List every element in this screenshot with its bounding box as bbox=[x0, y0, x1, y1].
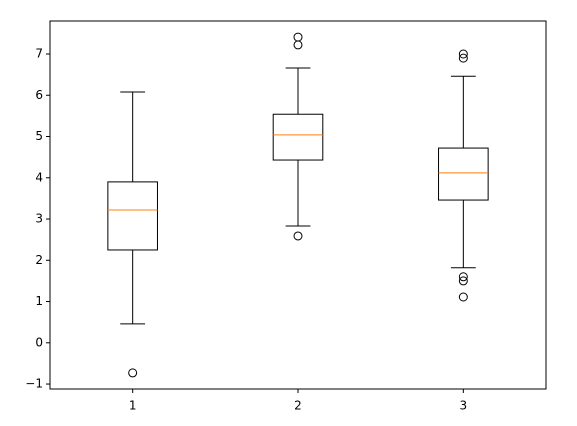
y-tick-label: 0 bbox=[35, 335, 43, 349]
box bbox=[438, 147, 489, 201]
flier bbox=[293, 231, 303, 241]
y-tick-label: 7 bbox=[35, 47, 43, 61]
x-tick-label: 3 bbox=[460, 399, 468, 413]
y-tick-label: 6 bbox=[35, 88, 43, 102]
box bbox=[107, 181, 158, 251]
y-tick-label: −1 bbox=[25, 377, 43, 391]
flier bbox=[458, 53, 468, 63]
flier bbox=[128, 368, 138, 378]
box bbox=[272, 113, 324, 161]
x-tick-label: 1 bbox=[129, 399, 137, 413]
y-tick-label: 3 bbox=[35, 212, 43, 226]
y-tick-label: 5 bbox=[35, 129, 43, 143]
flier bbox=[293, 32, 303, 42]
x-tick-label: 2 bbox=[294, 399, 302, 413]
flier bbox=[458, 49, 468, 59]
flier bbox=[458, 292, 468, 302]
flier bbox=[293, 40, 303, 50]
y-tick-label: 1 bbox=[35, 294, 43, 308]
y-tick-label: 4 bbox=[35, 170, 43, 184]
flier bbox=[458, 272, 468, 282]
axes-frame bbox=[49, 20, 547, 390]
flier bbox=[458, 276, 468, 286]
y-tick-label: 2 bbox=[35, 253, 43, 267]
